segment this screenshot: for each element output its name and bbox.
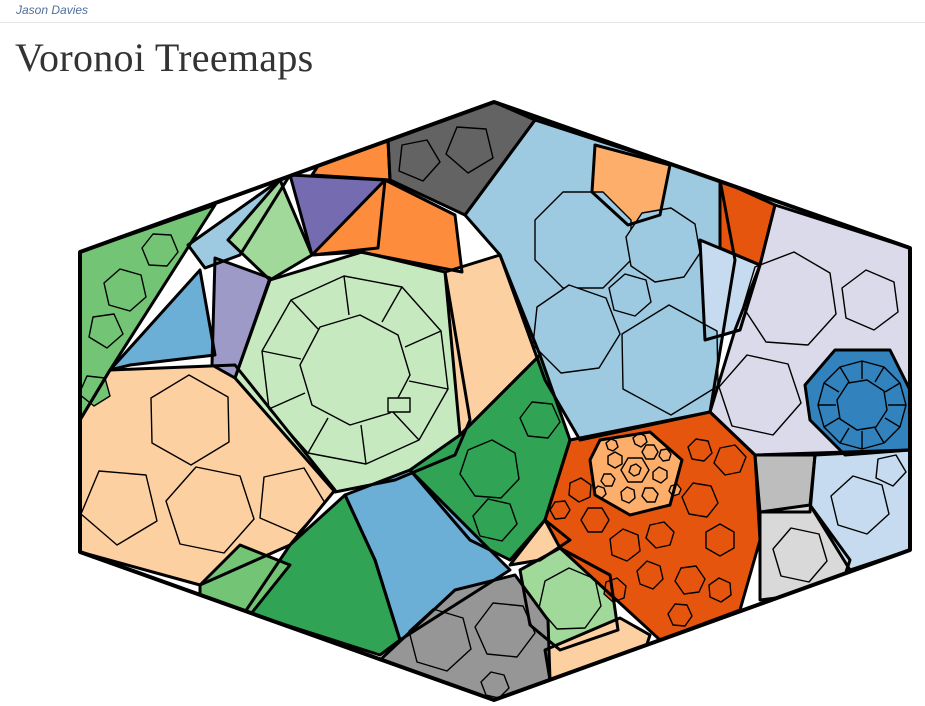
darkorange-cell — [609, 528, 641, 562]
palegreen-spoke — [290, 299, 319, 330]
darkorange-cell — [568, 477, 592, 503]
group-paleblue-mid-border — [698, 238, 762, 342]
darkorange-cell — [705, 523, 735, 557]
lightorange-cell — [600, 473, 616, 487]
gray-cell-2 — [474, 602, 536, 658]
palegreen-ring-mid — [299, 314, 411, 426]
palelavender-cell-right — [841, 269, 899, 331]
darkorange-cell — [674, 565, 706, 595]
darkblue-spoke — [884, 417, 901, 428]
palegreen-spoke — [268, 392, 306, 410]
darkorange-cell — [549, 500, 571, 520]
palegreen-spoke — [404, 330, 442, 348]
group-gray-bottom-border — [378, 573, 552, 700]
lightorange-cell — [605, 438, 619, 452]
darkorange-cell — [580, 507, 610, 533]
darkorange-cell — [636, 560, 664, 590]
skyblue-cell-lower — [532, 284, 621, 374]
paleblue-cell-1 — [830, 475, 890, 535]
darkblue-spoke — [839, 427, 850, 444]
palegray-cell-1 — [772, 527, 828, 583]
lightorange-cell — [628, 463, 642, 477]
group-lightgray-se-border — [753, 453, 817, 514]
palegreen-spoke — [391, 410, 420, 441]
darkblue-spoke — [839, 366, 850, 383]
skyblue-cell-large — [534, 191, 632, 289]
skyblue-cell-small — [608, 273, 652, 317]
peach-cell-upper — [150, 374, 230, 466]
group-peach-mid-bottom-border — [508, 518, 572, 567]
group-lightorange-cluster-border — [588, 430, 684, 517]
green-cell-1 — [103, 268, 147, 312]
darkblue-spoke — [884, 382, 901, 393]
paleblue-cell-2 — [875, 454, 907, 487]
darkblue-center — [836, 379, 888, 431]
lightorange-cell — [620, 486, 636, 504]
page-title: Voronoi Treemaps — [15, 35, 314, 80]
group-darkblue-e-border — [803, 348, 910, 457]
palegreen-spoke — [408, 380, 449, 390]
lightorange-cell — [658, 448, 672, 462]
darkblue-spoke — [823, 417, 840, 428]
palegreen-small-cell — [387, 397, 411, 413]
lightorange-cell — [641, 487, 659, 503]
group-lightorange-top-border — [590, 143, 672, 227]
peach-cell-lower — [165, 466, 255, 554]
group-blue-small-border — [108, 268, 217, 372]
group-palegreen-center-border — [233, 250, 472, 494]
author-bar: Jason Davies — [0, 0, 925, 23]
group-orange-top-border — [310, 178, 464, 274]
darkgreen-cell-lower — [472, 498, 518, 542]
lightorange-cell — [607, 451, 623, 469]
darkorange-cell — [667, 603, 693, 627]
group-sky-nw-border — [186, 173, 292, 270]
author-link[interactable]: Jason Davies — [16, 3, 89, 17]
darkgreen-cell-upper — [519, 401, 561, 439]
treemap-outline — [78, 100, 912, 702]
palegreen-spoke — [261, 350, 302, 360]
palelavender-cell-large — [742, 251, 837, 346]
lightorange-cell — [641, 444, 659, 460]
green-cell-2 — [88, 313, 124, 349]
darkorange-cell — [681, 482, 719, 518]
palegreen-spoke — [307, 417, 329, 454]
green-cell-3 — [141, 233, 179, 267]
darkgray-cell-1 — [445, 126, 494, 174]
darkorange-cell — [687, 438, 713, 462]
palegreen-spoke — [360, 424, 367, 465]
darkorange-cell — [713, 444, 747, 476]
group-lightgray-se — [754, 454, 816, 513]
darkgreen-cell-center — [459, 439, 520, 499]
lightorange-cell — [652, 466, 668, 484]
palegreen-spoke — [343, 275, 350, 316]
darkorange-cell — [708, 577, 732, 603]
palegreen-spoke — [381, 286, 403, 323]
darkorange-cell — [645, 521, 675, 549]
darkblue-spoke — [823, 382, 840, 393]
peach-cell-left — [80, 470, 158, 546]
group-darkgreen-bottom-border — [243, 493, 402, 657]
darkgray-cell-2 — [398, 139, 441, 182]
skyblue-cell-right — [625, 207, 701, 283]
darkblue-spoke — [874, 366, 885, 383]
skyblue-cell-bottom — [621, 304, 719, 416]
darkblue-spoke — [874, 427, 885, 444]
